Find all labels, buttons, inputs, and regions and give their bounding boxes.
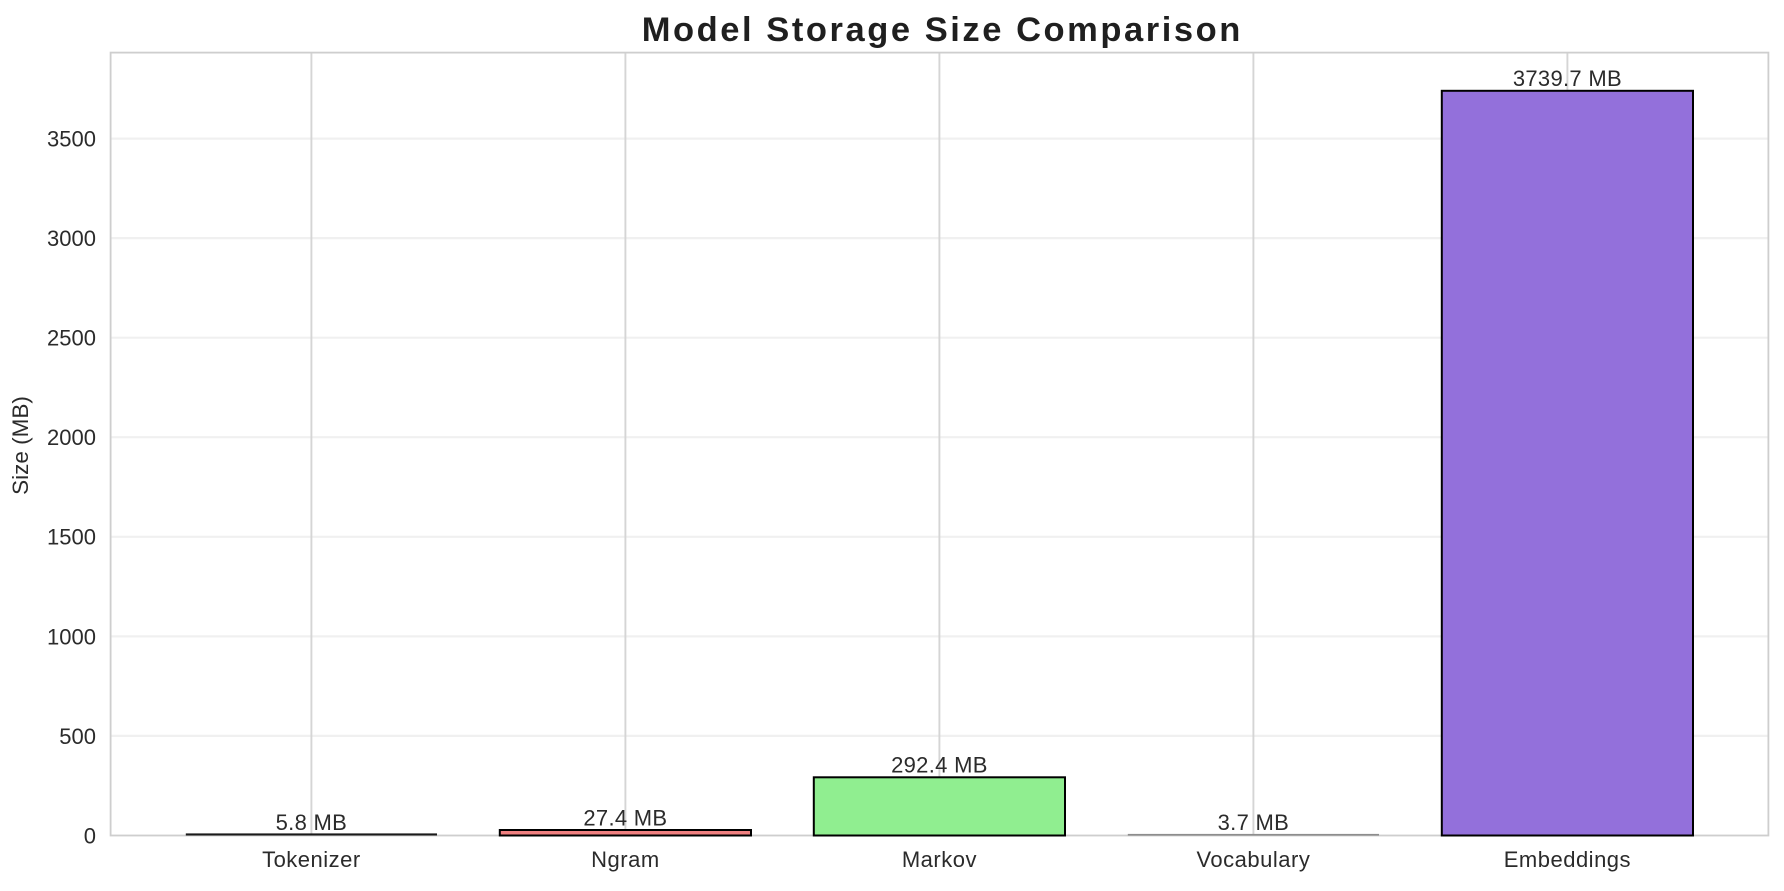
svg-text:Embeddings: Embeddings (1504, 847, 1631, 872)
svg-text:Markov: Markov (902, 847, 977, 872)
svg-text:2000: 2000 (47, 425, 96, 450)
svg-text:1000: 1000 (47, 624, 96, 649)
svg-text:5.8 MB: 5.8 MB (276, 810, 348, 835)
svg-text:3000: 3000 (47, 226, 96, 251)
svg-text:3.7 MB: 3.7 MB (1218, 810, 1290, 835)
svg-text:Ngram: Ngram (591, 847, 660, 872)
svg-text:27.4 MB: 27.4 MB (583, 806, 667, 831)
svg-text:Tokenizer: Tokenizer (262, 847, 361, 872)
svg-text:Vocabulary: Vocabulary (1196, 847, 1310, 872)
svg-text:3739.7 MB: 3739.7 MB (1513, 66, 1622, 91)
svg-text:3500: 3500 (47, 127, 96, 152)
svg-text:1500: 1500 (47, 525, 96, 550)
svg-text:0: 0 (84, 823, 96, 848)
svg-text:292.4 MB: 292.4 MB (891, 753, 988, 778)
svg-text:Size (MB): Size (MB) (8, 396, 33, 495)
svg-text:2500: 2500 (47, 326, 96, 351)
svg-text:500: 500 (59, 724, 96, 749)
svg-text:Model Storage Size Comparison: Model Storage Size Comparison (642, 11, 1243, 49)
